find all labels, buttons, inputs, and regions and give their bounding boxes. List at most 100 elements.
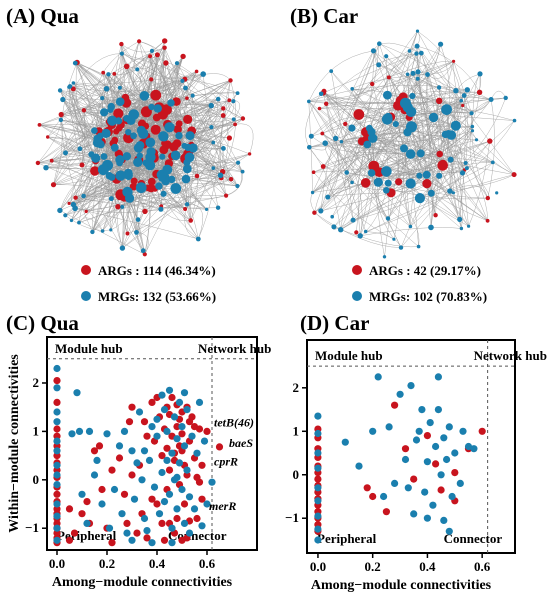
panel-a-edge (150, 188, 191, 221)
panel-a-arg-node (221, 106, 226, 111)
panel-a-mrg-node (184, 143, 192, 152)
panel-a-arg-node (233, 122, 238, 127)
panel-a-arg-node (73, 195, 78, 200)
panel-a-mrg-node (77, 220, 81, 225)
panel-a-edge (61, 102, 158, 115)
panel-b-mrg-node (392, 121, 399, 128)
panel-a-mrg-node (128, 109, 140, 120)
panel-a-edge (61, 62, 78, 153)
panel-b-edge (360, 227, 462, 237)
panel-c-args-point (98, 485, 106, 494)
panel-a-mrg-node (135, 217, 141, 222)
panel-a-arg-node (119, 41, 124, 47)
panel-b-mrg-node (447, 156, 454, 163)
panel-c-mrgs-point (178, 485, 186, 494)
panel-a-arg-node (70, 86, 76, 92)
panel-c-mrgs-point (53, 512, 61, 520)
panel-a-mrg-node (107, 115, 118, 126)
panel-d-peripheral-label: Peripheral (317, 531, 377, 546)
panel-a-mrg-node (110, 143, 119, 152)
panel-a-mrg-node (231, 99, 236, 104)
panel-a-arg-node (226, 135, 232, 141)
panel-c-args-point (203, 427, 211, 435)
panel-a-mrg-node (168, 175, 176, 184)
panel-d-mrgs-point (429, 501, 437, 509)
panel-b-mrg-node (373, 177, 383, 187)
panel-a-mrg-node (106, 72, 111, 77)
panel-a-mrg-node (235, 183, 240, 189)
panel-b-edge (351, 88, 388, 120)
panel-a-mrg-node (217, 172, 224, 179)
panel-c-mrgs-point (53, 437, 61, 445)
panel-a-arg-node (169, 142, 179, 152)
panel-a-arg-node (81, 108, 87, 113)
panel-a-edge (151, 151, 238, 187)
panel-a-mrg-node (105, 172, 114, 180)
panel-a-arg-node (147, 177, 156, 186)
panel-a-edge (39, 123, 224, 149)
panel-a-edge (102, 41, 140, 73)
panel-b-edge (312, 140, 490, 193)
panel-c-mrgs-point (180, 389, 189, 397)
panel-d-mrgs-point (314, 449, 322, 457)
panel-a-arg-node (159, 145, 169, 155)
panel-c-args-point (90, 447, 99, 455)
panel-b-arg-node (437, 160, 449, 171)
panel-b-edge (430, 130, 473, 228)
panel-c-args-point (173, 423, 181, 431)
panel-a-arg-node (111, 136, 119, 144)
panel-b-arg-node (436, 97, 443, 105)
panel-b-mrg-node (382, 255, 387, 259)
panel-b-mrg-node (307, 145, 312, 150)
panel-c-mrgs-point (145, 456, 154, 464)
panel-c-mrgs-point (173, 473, 181, 481)
panel-b-mrg-node (370, 48, 377, 54)
panel-a-arg-node (163, 60, 169, 66)
panel-a-mrg-node (235, 91, 240, 95)
panel-b-mrg-node (350, 217, 356, 223)
panel-a-mrg-node (122, 152, 132, 161)
panel-b-edge (372, 83, 451, 160)
panel-a-arg-node (162, 45, 167, 50)
panel-a-mrg-node (221, 146, 226, 151)
panel-d-scatter: 0.0 0.2 0.4 0.6 −1 0 1 2 Among−module connectivi… (285, 339, 547, 593)
panel-a-mrg-node (96, 132, 104, 140)
panel-b-mrg-node (318, 91, 324, 97)
panel-b-mrg-node (325, 194, 331, 200)
panel-b-edge (409, 50, 472, 114)
panel-a-arg-node (50, 182, 57, 188)
panel-d-mrgs-point (314, 525, 322, 533)
panel-b-mrg-node (470, 124, 475, 129)
panel-a-edge (65, 72, 104, 154)
panel-a-arg-node (157, 109, 168, 120)
panel-b-arg-node (422, 179, 432, 189)
panel-c-mrgs-point (138, 476, 146, 484)
panel-c-mrgs-point (160, 498, 169, 506)
panel-c-args-point (195, 425, 204, 433)
panel-a-edge (166, 144, 188, 205)
panel-b-mrg-node (381, 166, 392, 177)
panel-b-mrg-node (392, 237, 396, 241)
panel-a-edge (83, 110, 165, 139)
panel-a-mrg-node (208, 102, 214, 109)
panel-d-mrgs-point (470, 445, 478, 453)
panel-a-edge (65, 215, 111, 231)
panel-a-edge (53, 153, 119, 185)
panel-a-mrg-node (190, 93, 195, 98)
panel-a-mrg-node (231, 117, 236, 122)
panel-c-args-point (158, 519, 166, 528)
panel-c-args-point (128, 471, 136, 479)
panel-b-mrg-node (451, 191, 455, 195)
panel-b-mrg-node (333, 135, 339, 142)
panel-a-arg-node (224, 193, 229, 198)
panel-a-mrg-node (148, 103, 155, 111)
panel-c-args-point (115, 454, 124, 462)
panel-c-y-tick-label: 0 (33, 472, 40, 487)
panel-c-mrgs-point (163, 427, 171, 435)
panel-a-mrg-node (155, 182, 163, 190)
panel-a-edge (116, 73, 204, 180)
panel-b-mrg-node (461, 93, 467, 98)
panel-a-mrg-node (103, 86, 110, 92)
panel-a-arg-node (90, 166, 100, 176)
panel-b-mrg-node (405, 149, 416, 159)
